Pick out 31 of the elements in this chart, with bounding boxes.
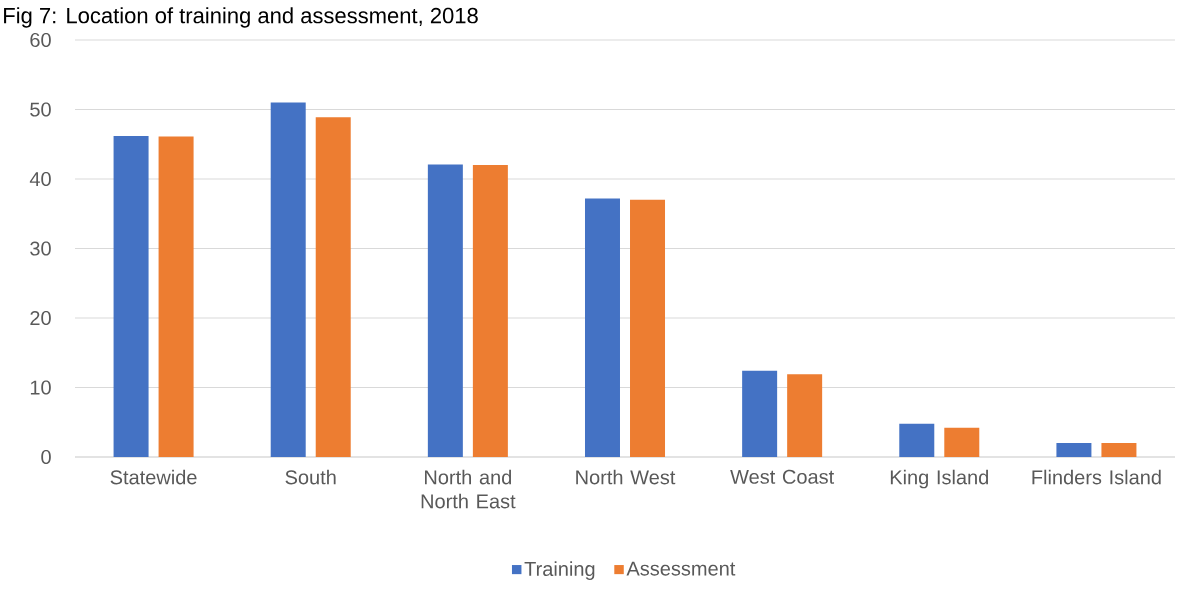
y-tick-label: 0 [41,449,51,465]
x-tick-label: Flinders Island [1032,469,1161,485]
bar [630,199,666,457]
x-tick-label: North and North East [421,469,516,509]
x-tick-label: North West [576,469,676,485]
bar [472,165,508,457]
bar [899,423,935,457]
bar [270,102,306,457]
bar [944,427,980,457]
x-tick-label: Statewide [110,469,197,485]
y-tick-label: 40 [29,171,51,187]
legend-label: Training [524,561,595,580]
y-tick-label: 10 [30,380,51,395]
x-tick-label: South [285,469,336,485]
bar [1056,443,1092,457]
bar [113,135,149,457]
bar [585,198,620,457]
bar [315,117,351,457]
bar [742,370,778,457]
x-tick-label: King Island [890,469,988,489]
y-tick-label: 60 [30,32,51,48]
y-tick-label: 20 [30,310,51,326]
bar [427,164,463,457]
legend-label: Assessment [626,561,736,576]
bar [787,374,823,457]
bar [158,136,194,457]
y-tick-label: 50 [30,102,51,117]
bar [1101,443,1137,457]
y-tick-label: 30 [30,241,51,256]
chart-title: Fig 7: Location of training and assessment, 2018 [4,7,478,28]
x-tick-label: West Coast [730,469,835,484]
